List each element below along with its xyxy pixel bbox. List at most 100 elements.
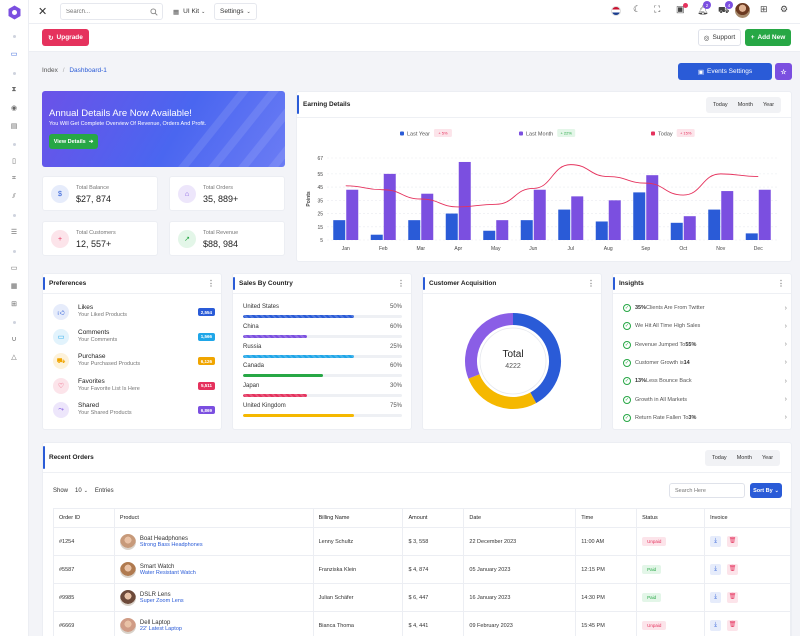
dashboard-icon[interactable]: ▭ bbox=[10, 51, 18, 58]
x-tick-label: Apr bbox=[454, 246, 462, 252]
banner-pattern bbox=[178, 91, 285, 167]
donut-segment bbox=[468, 373, 537, 409]
tab-month[interactable]: Month bbox=[737, 102, 753, 108]
entries-select[interactable]: 10 ⌄ bbox=[72, 487, 91, 495]
orders-search-input[interactable] bbox=[669, 483, 745, 498]
country-name: Russia bbox=[243, 343, 262, 350]
gear-icon[interactable]: ⚙ bbox=[780, 4, 789, 14]
table-row[interactable]: #5587 Smart Watch Water Resistant Watch Fra… bbox=[53, 555, 791, 584]
table-row[interactable]: #9985 DSLR Lens Super Zoom Lens Julian Schä… bbox=[53, 583, 791, 612]
preference-subtitle: Your Shared Products bbox=[78, 410, 132, 416]
insight-item[interactable]: ✓ Growth in All Markets › bbox=[623, 392, 787, 408]
tab-year[interactable]: Year bbox=[762, 102, 775, 108]
insight-item[interactable]: ✓ 35% Clients Are From Twitter › bbox=[623, 300, 787, 316]
user-plus-icon: + bbox=[51, 230, 69, 248]
insight-item[interactable]: ✓ We Hit All Time High Sales › bbox=[623, 318, 787, 334]
tab-today[interactable]: Today bbox=[712, 455, 727, 461]
bar-last-year bbox=[558, 209, 571, 240]
sort-by-button[interactable]: Sort By ⌄ bbox=[750, 483, 782, 498]
preference-item[interactable]: ⤳ Shared Your Shared Products 6,869 bbox=[53, 400, 215, 422]
grid-icon[interactable]: ⊞ bbox=[11, 301, 17, 308]
preference-item[interactable]: ▭ Comments Your Comments 1,566 bbox=[53, 327, 215, 349]
billing-name: Lenny Schultz bbox=[312, 527, 404, 556]
bell-icon[interactable]: 🔔︎ bbox=[697, 5, 709, 15]
globe-icon[interactable]: ◉ bbox=[10, 105, 18, 112]
preference-item[interactable]: ⛟ Purchase Your Purchased Products 6,126 bbox=[53, 351, 215, 373]
stat-total-orders: ⌂ Total Orders 35, 889+ bbox=[169, 176, 285, 211]
insight-item[interactable]: ✓ 13% Less Bounce Back › bbox=[623, 373, 787, 389]
entries-value: 10 bbox=[75, 488, 82, 494]
upgrade-button[interactable]: ↻ Upgrade bbox=[42, 29, 89, 46]
chart-icon[interactable]: ⫽ bbox=[12, 193, 16, 200]
preference-item[interactable]: ♡ Favorites Your Favorite List Is Here 5,51… bbox=[53, 376, 215, 398]
flag-icon[interactable] bbox=[611, 6, 621, 16]
grid-icon: ▦ bbox=[173, 8, 180, 16]
logo-icon[interactable] bbox=[7, 5, 22, 20]
x-tick-label: Nov bbox=[716, 246, 725, 252]
support-button[interactable]: ◎ Support bbox=[698, 29, 741, 46]
more-icon[interactable]: ⋮ bbox=[587, 279, 595, 288]
insight-item[interactable]: ✓ Customer Growth is 14 › bbox=[623, 355, 787, 371]
breadcrumb-index[interactable]: Index bbox=[42, 67, 58, 74]
sidebar-divider bbox=[13, 72, 16, 75]
view-details-button[interactable]: View Details ➔ bbox=[49, 134, 98, 149]
table-icon[interactable]: ▦ bbox=[10, 283, 18, 290]
hourglass-icon[interactable]: ⧗ bbox=[11, 86, 17, 93]
star-button[interactable]: ☆ bbox=[775, 63, 792, 80]
calendar-icon[interactable]: ▣ bbox=[676, 4, 685, 14]
search-box[interactable] bbox=[60, 3, 163, 20]
search-input[interactable] bbox=[66, 6, 146, 18]
list-icon[interactable]: ☰ bbox=[10, 229, 18, 236]
events-settings-button[interactable]: ▣ Events Settings bbox=[678, 63, 772, 80]
insight-item[interactable]: ✓ Revenue Jumped To 55% › bbox=[623, 337, 787, 353]
preference-badge: 5,511 bbox=[197, 381, 215, 390]
more-icon[interactable]: ⋮ bbox=[207, 279, 215, 288]
user-avatar[interactable] bbox=[735, 3, 750, 18]
warning-icon[interactable]: △ bbox=[11, 354, 17, 361]
plus-icon: + bbox=[750, 34, 755, 41]
download-icon[interactable]: ⤓ bbox=[710, 564, 722, 575]
layout-icon[interactable]: ▤ bbox=[10, 123, 18, 130]
insight-item[interactable]: ✓ Return Rate Fallen To 3% › bbox=[623, 410, 787, 426]
donut-segment bbox=[465, 313, 514, 379]
apps-icon[interactable]: ⊞ bbox=[760, 4, 768, 14]
add-new-button[interactable]: + Add New bbox=[745, 29, 791, 46]
bar-last-year bbox=[445, 213, 458, 240]
ui-kit-menu[interactable]: ▦ UI Kit ⌄ bbox=[168, 3, 210, 20]
download-icon[interactable]: ⤓ bbox=[710, 592, 722, 603]
document-icon[interactable]: ▯ bbox=[12, 158, 16, 165]
table-row[interactable]: #6669 Dell Laptop 22' Latest Laptop Bianca … bbox=[53, 611, 791, 636]
bar-last-month bbox=[683, 216, 696, 240]
column-header: Amount bbox=[402, 508, 465, 528]
settings-menu[interactable]: Settings ⌄ bbox=[214, 3, 257, 20]
crop-icon[interactable]: ⌗ bbox=[12, 175, 16, 182]
tab-today[interactable]: Today bbox=[713, 102, 728, 108]
download-icon[interactable]: ⤓ bbox=[710, 536, 722, 547]
trash-icon[interactable]: 🗑︎ bbox=[727, 536, 739, 547]
legend-change-text: + 22% bbox=[560, 131, 572, 136]
fullscreen-icon[interactable]: ⛶ bbox=[654, 4, 661, 14]
moon-icon[interactable]: ☾ bbox=[633, 4, 642, 14]
trash-icon[interactable]: 🗑︎ bbox=[727, 592, 739, 603]
more-icon[interactable]: ⋮ bbox=[777, 279, 785, 288]
earning-card: Earning Details Today Month Year 5 15 25 35… bbox=[296, 91, 792, 262]
more-icon[interactable]: ⋮ bbox=[397, 279, 405, 288]
download-icon[interactable]: ⤓ bbox=[710, 620, 722, 631]
column-header: Order ID bbox=[53, 508, 115, 528]
tab-month[interactable]: Month bbox=[736, 455, 752, 461]
tab-year[interactable]: Year bbox=[761, 455, 774, 461]
folder-icon[interactable]: ▭ bbox=[10, 265, 18, 272]
table-row[interactable]: #1254 Boat Headphones Strong Bass Headphon… bbox=[53, 527, 791, 556]
product-cell: Boat Headphones Strong Bass Headphones bbox=[113, 527, 314, 556]
preference-item[interactable]: 👍︎ Likes Your Liked Products 2,554 bbox=[53, 302, 215, 324]
legend-swatch bbox=[651, 131, 655, 136]
trash-icon[interactable]: 🗑︎ bbox=[727, 564, 739, 575]
bar-last-year bbox=[370, 234, 383, 240]
billing-name: Franziska Klein bbox=[312, 555, 404, 584]
cart-icon[interactable]: ⛟ bbox=[718, 5, 730, 15]
close-icon[interactable]: ✕ bbox=[38, 6, 48, 18]
trash-icon[interactable]: 🗑︎ bbox=[727, 620, 739, 631]
chevron-right-icon: › bbox=[784, 359, 787, 367]
bar-last-month bbox=[533, 189, 546, 240]
magnet-icon[interactable]: ∪ bbox=[11, 336, 17, 343]
